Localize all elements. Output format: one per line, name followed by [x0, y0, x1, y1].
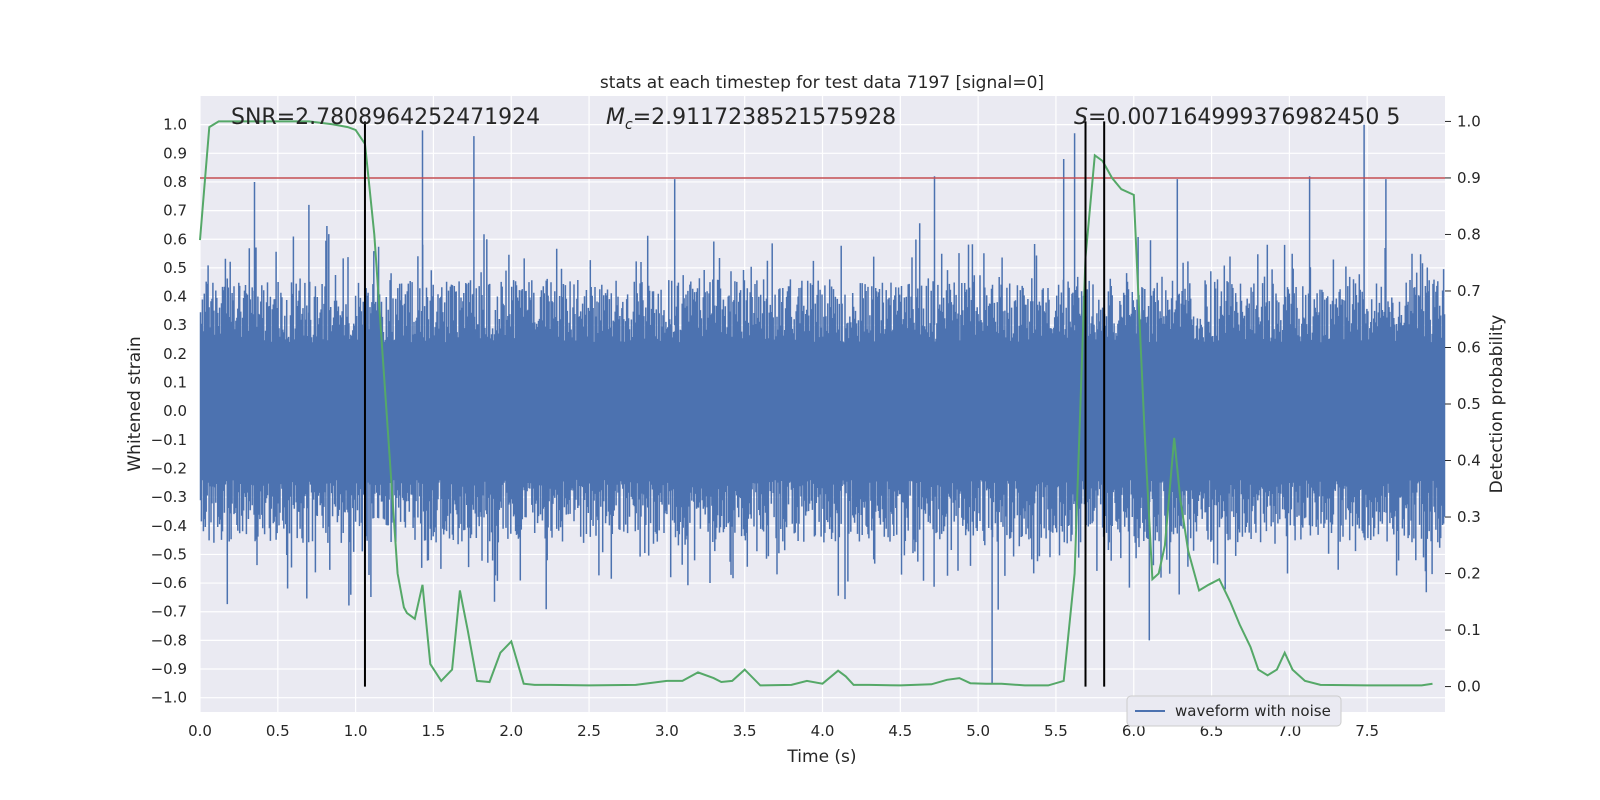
x-tick-label: 0.5 — [266, 722, 290, 740]
x-tick-label: 5.0 — [966, 722, 990, 740]
s-value: =0.007164999376982450 5 — [1088, 105, 1400, 130]
y2-tick-label: 0.0 — [1457, 678, 1481, 696]
y-tick-label: −0.4 — [151, 517, 187, 535]
y-tick-label: −0.3 — [151, 488, 187, 506]
x-axis-label: Time (s) — [786, 747, 856, 767]
waveform-series — [199, 124, 1446, 684]
waveform-line — [199, 124, 1446, 684]
y2-tick-label: 0.3 — [1457, 508, 1481, 526]
y-tick-label: −0.2 — [151, 459, 187, 477]
y2-tick-label: 0.6 — [1457, 338, 1481, 356]
mc-subscript: c — [625, 117, 633, 133]
y2-tick-label: 0.8 — [1457, 225, 1481, 243]
y2-axis-label: Detection probability — [1487, 315, 1507, 494]
s-symbol: S — [1074, 105, 1088, 130]
x-tick-label: 2.5 — [577, 722, 601, 740]
x-tick-label: 3.5 — [733, 722, 757, 740]
y2-tick-label: 0.5 — [1457, 395, 1481, 413]
y-tick-label: −0.8 — [151, 631, 187, 649]
x-tick-label: 4.5 — [888, 722, 912, 740]
legend-box — [1126, 695, 1342, 727]
snr-annotation: SNR=2.7808964252471924 — [231, 105, 540, 130]
y-tick-labels: 1.0 0.9 0.8 0.7 0.6 0.5 0.4 0.3 0.2 0.1 0.0 −0.1 −0.… — [151, 116, 187, 707]
y-tick-label: 0.0 — [163, 402, 187, 420]
mc-annotation: Mc=2.9117238521575928 — [606, 105, 896, 133]
x-tick-label: 2.0 — [499, 722, 523, 740]
y2-tick-label: 0.9 — [1457, 169, 1481, 187]
chart-title: stats at each timestep for test data 719… — [600, 73, 1044, 93]
y-tick-label: 0.3 — [163, 316, 187, 334]
y2-tick-label: 0.7 — [1457, 282, 1481, 300]
x-tick-label: 4.0 — [811, 722, 835, 740]
y-tick-label: 0.1 — [163, 374, 187, 392]
x-tick-label: 5.5 — [1044, 722, 1068, 740]
y-tick-label: 0.2 — [163, 345, 187, 363]
y2-tick-label: 0.1 — [1457, 621, 1481, 639]
x-tick-label: 1.5 — [422, 722, 446, 740]
x-tick-label: 0.0 — [188, 722, 212, 740]
s-annotation: S=0.007164999376982450 5 — [1074, 105, 1400, 130]
y2-tick-label: 0.2 — [1457, 565, 1481, 583]
y-tick-label: −0.7 — [151, 603, 187, 621]
legend: waveform with noise — [1126, 695, 1342, 727]
y2-tick-label: 0.4 — [1457, 452, 1481, 470]
y-tick-label: −0.1 — [151, 431, 187, 449]
y2-tick-labels: 1.0 0.9 0.8 0.7 0.6 0.5 0.4 0.3 0.2 0.1 0.0 — [1445, 112, 1481, 696]
y-tick-label: 0.4 — [163, 288, 187, 306]
mc-value: =2.9117238521575928 — [633, 105, 896, 130]
y-tick-label: 0.5 — [163, 259, 187, 277]
y-tick-label: −0.9 — [151, 660, 187, 678]
x-tick-label: 3.0 — [655, 722, 679, 740]
y-tick-label: 0.8 — [163, 173, 187, 191]
x-tick-label: 7.5 — [1355, 722, 1379, 740]
y2-tick-label: 1.0 — [1457, 112, 1481, 130]
mc-symbol: M — [606, 105, 625, 130]
probability-series — [199, 120, 1433, 687]
vertical-markers — [363, 121, 1106, 687]
y-tick-label: 0.7 — [163, 202, 187, 220]
y-tick-label: −1.0 — [151, 689, 187, 707]
y-tick-label: −0.6 — [151, 574, 187, 592]
probability-line — [199, 120, 1433, 687]
x-tick-label: 1.0 — [344, 722, 368, 740]
y-tick-label: 0.9 — [163, 144, 187, 162]
y-tick-label: 1.0 — [163, 116, 187, 134]
y-axis-label: Whitened strain — [125, 336, 145, 471]
legend-entry: waveform with noise — [1175, 702, 1331, 720]
y-tick-label: 0.6 — [163, 230, 187, 248]
y-tick-label: −0.5 — [151, 545, 187, 563]
